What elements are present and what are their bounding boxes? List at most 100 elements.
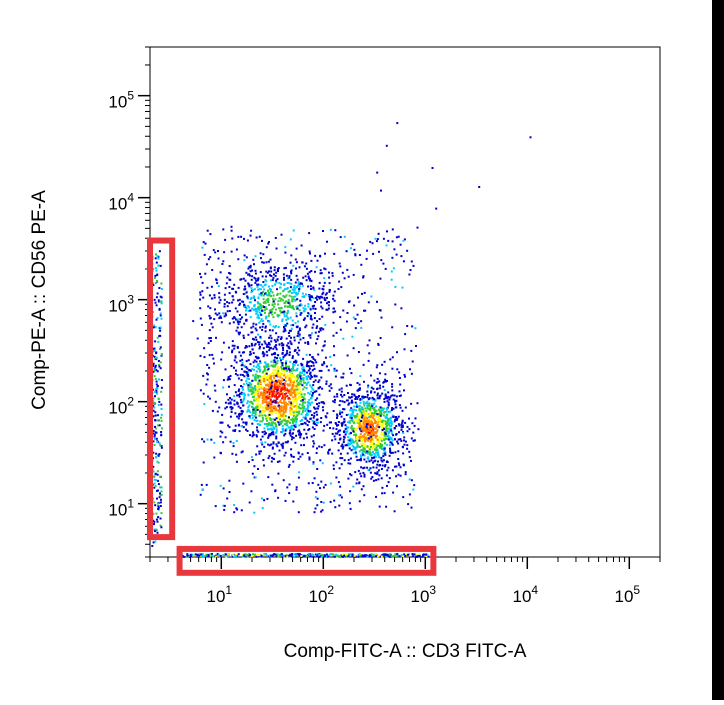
data-point [259,326,262,329]
data-point [157,257,160,260]
data-point [384,453,387,456]
data-point [198,554,201,557]
data-point [233,347,236,350]
data-point [323,267,326,270]
data-point [373,453,376,455]
data-point [298,395,300,398]
data-point [270,375,273,378]
data-point [364,420,367,423]
data-point [229,406,232,409]
data-point [285,362,287,365]
data-point [265,292,267,294]
data-point [261,409,263,412]
data-point [379,446,382,449]
data-point [348,402,351,405]
data-point [283,434,286,437]
data-point [268,388,270,391]
data-point [363,435,366,438]
data-point [386,397,389,400]
data-point [360,326,363,329]
x-tick-label: 102 [308,583,334,606]
data-point [284,387,287,390]
data-point [284,305,286,308]
data-point [311,394,314,397]
data-point [391,432,394,435]
data-point [290,394,293,397]
data-point [304,410,307,413]
data-point [259,271,262,274]
data-point [254,413,257,416]
data-point [238,314,241,316]
data-point [308,313,311,316]
data-point [379,384,381,387]
data-point [297,341,300,344]
data-point [203,356,206,359]
data-point [272,325,275,328]
data-point [222,312,225,315]
data-point [388,553,391,556]
data-point [275,271,278,274]
data-point [155,267,158,270]
data-point [266,379,269,381]
data-point [263,427,266,430]
data-point [155,528,158,531]
data-point [411,553,414,556]
data-point [299,338,302,341]
data-point [159,444,162,447]
data-point [300,380,303,383]
data-point [235,453,238,456]
data-point [257,376,260,379]
data-point [378,456,381,459]
data-point [216,553,219,556]
data-point [366,393,369,396]
data-point [270,403,273,406]
data-point [152,347,154,350]
data-point [356,459,359,462]
data-point [205,483,208,486]
data-point [263,340,266,343]
data-point [352,427,355,430]
data-point [359,457,362,460]
data-point [158,365,161,368]
data-point [363,309,365,312]
data-point [291,424,294,427]
data-point [311,553,313,556]
data-point [285,392,288,395]
data-point [389,421,392,424]
data-point [362,467,365,470]
data-point [156,336,159,339]
data-point [379,406,382,409]
data-point [264,330,267,333]
data-point [338,438,341,441]
data-point [295,274,298,277]
data-point [368,416,371,419]
data-point [400,423,403,426]
data-point [204,242,207,245]
data-point [260,442,263,444]
data-point [265,554,268,557]
data-point [212,357,215,360]
data-point [201,290,204,293]
data-point [362,400,365,403]
data-point [236,394,239,397]
data-point [158,424,161,427]
data-point [262,298,265,301]
data-point [254,272,257,275]
data-point [369,410,372,413]
data-point [328,288,331,291]
data-point [352,273,355,276]
data-point [249,434,251,437]
data-point [317,483,320,486]
data-point [308,334,311,337]
data-point [400,439,403,442]
data-point [265,406,268,409]
data-point [373,442,376,445]
data-point [295,387,298,390]
data-point [251,422,254,425]
data-point [328,290,331,293]
data-point [298,290,300,293]
data-point [291,392,294,395]
data-point [243,395,246,398]
data-point [250,490,253,493]
data-point [268,320,271,323]
